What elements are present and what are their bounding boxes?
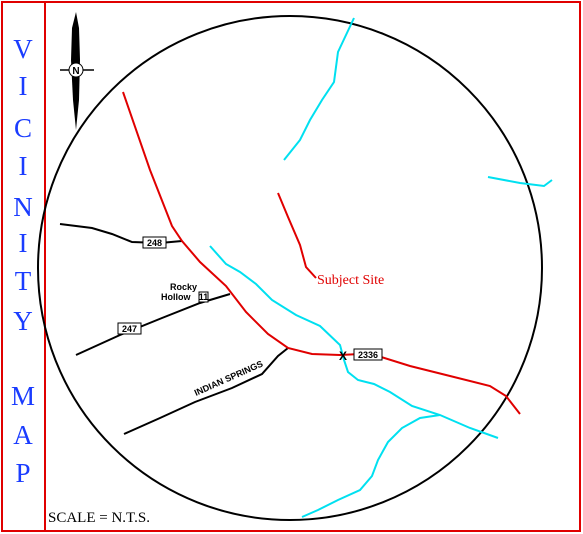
secondary-roads	[60, 224, 288, 434]
streams	[210, 18, 552, 517]
north-label: N	[72, 66, 79, 77]
rocky-hollow-line2: Hollow	[161, 292, 191, 302]
primary-road	[123, 92, 520, 414]
vicinity-circle	[38, 16, 542, 520]
route-248-label: 248	[147, 238, 162, 248]
subject-site-label: Subject Site	[317, 273, 384, 288]
rocky-hollow-label: Rocky Hollow 11	[161, 282, 208, 302]
title-letter: V	[13, 34, 33, 64]
title-letter: T	[15, 266, 32, 296]
title-letter: I	[19, 228, 28, 258]
scale-note: SCALE = N.T.S.	[48, 510, 150, 526]
rocky-hollow-line1: Rocky	[170, 282, 197, 292]
stream-south	[302, 415, 440, 517]
title-letter: M	[11, 381, 35, 411]
shield-248: 248	[143, 237, 166, 248]
north-arrow-icon: N	[60, 12, 94, 130]
stream-east	[488, 177, 552, 186]
road-red-main	[123, 92, 520, 414]
rocky-hollow-route: 11	[199, 292, 209, 302]
title-letter: I	[19, 151, 28, 181]
title-letter: I	[19, 71, 28, 101]
route-2336-label: 2336	[358, 350, 378, 360]
title-letter: P	[15, 458, 30, 488]
vicinity-map-title: V I C I N I T Y M A P	[11, 34, 35, 488]
stream-north	[284, 18, 354, 160]
shield-2336: 2336	[354, 349, 382, 360]
route-247-label: 247	[122, 324, 137, 334]
shield-247: 247	[118, 323, 141, 334]
subject-site-leader	[278, 193, 316, 278]
title-letter: A	[13, 420, 33, 450]
subject-site-marker: X	[339, 349, 347, 363]
title-letter: C	[14, 113, 32, 143]
title-letter: Y	[13, 306, 33, 336]
road-247	[76, 294, 230, 355]
title-letter: N	[13, 192, 33, 222]
